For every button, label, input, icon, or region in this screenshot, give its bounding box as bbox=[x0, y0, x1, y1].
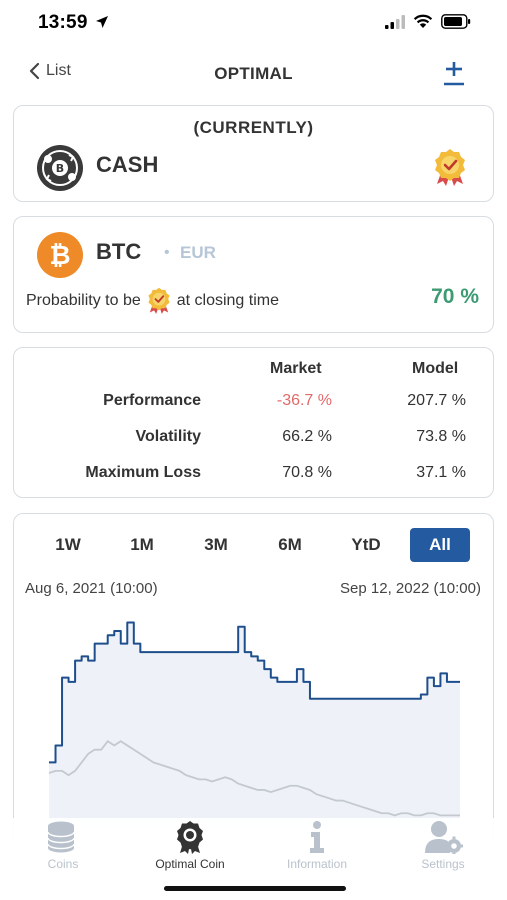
svg-text:₿: ₿ bbox=[49, 241, 70, 271]
cash-exchange-icon: B bbox=[37, 145, 83, 191]
battery-icon bbox=[441, 14, 471, 29]
back-button[interactable]: List bbox=[28, 62, 71, 80]
volatility-label: Volatility bbox=[135, 428, 202, 445]
tab-coins[interactable]: Coins bbox=[8, 820, 118, 871]
tab-coins-label: Coins bbox=[47, 857, 79, 871]
status-icons bbox=[385, 14, 471, 29]
user-settings-icon bbox=[425, 821, 463, 854]
badge-icon bbox=[177, 821, 203, 854]
status-time: 13:59 bbox=[38, 12, 109, 34]
maximum-loss-model-value: 37.1 % bbox=[416, 464, 466, 481]
current-position-card: (CURRENTLY) B CASH bbox=[13, 105, 494, 202]
range-tab-all[interactable]: All bbox=[410, 528, 470, 562]
home-indicator bbox=[164, 886, 346, 891]
volatility-market-value: 66.2 % bbox=[282, 428, 332, 445]
chevron-left-icon bbox=[29, 62, 40, 80]
coin-symbol: BTC bbox=[96, 239, 142, 264]
market-series-line bbox=[48, 739, 460, 817]
bottom-tab-bar: Coins Optimal Coin Information bbox=[0, 818, 507, 900]
range-tab-ytd[interactable]: YtD bbox=[351, 535, 381, 554]
navigation-bar: List OPTIMAL bbox=[0, 52, 507, 96]
tab-settings-label: Settings bbox=[421, 857, 465, 871]
location-arrow-icon bbox=[96, 16, 109, 28]
maximum-loss-label: Maximum Loss bbox=[85, 464, 201, 481]
status-time-text: 13:59 bbox=[38, 12, 88, 33]
performance-model-value: 207.7 % bbox=[407, 392, 466, 409]
tab-optimal-coin-label: Optimal Coin bbox=[155, 857, 225, 871]
coins-icon bbox=[47, 821, 75, 853]
plus-minus-button[interactable] bbox=[441, 60, 467, 88]
market-column-header: Market bbox=[270, 360, 322, 377]
page-title: OPTIMAL bbox=[214, 64, 293, 83]
performance-market-value: -36.7 % bbox=[276, 392, 332, 409]
chart-end-date: Sep 12, 2022 (10:00) bbox=[340, 580, 481, 597]
maximum-loss-market-value: 70.8 % bbox=[282, 464, 332, 481]
range-selector: 1W 1M 3M 6M YtD All bbox=[38, 528, 478, 564]
range-tab-6m[interactable]: 6M bbox=[278, 535, 302, 554]
award-badge-icon bbox=[435, 149, 465, 186]
model-area-fill bbox=[49, 622, 460, 826]
stats-table-card: Market Model Performance -36.7 % 207.7 %… bbox=[13, 347, 494, 498]
performance-label: Performance bbox=[103, 392, 201, 409]
tab-settings[interactable]: Settings bbox=[388, 820, 498, 871]
probability-prefix: Probability to be bbox=[26, 291, 141, 309]
tab-information[interactable]: Information bbox=[262, 820, 372, 871]
quote-currency: EUR bbox=[180, 243, 216, 262]
current-asset-label: CASH bbox=[96, 152, 159, 177]
model-column-header: Model bbox=[412, 360, 459, 377]
chart-start-date: Aug 6, 2021 (10:00) bbox=[25, 580, 158, 597]
btc-card[interactable]: ₿ BTC • EUR Probability to be at closing… bbox=[13, 216, 494, 333]
back-label: List bbox=[46, 62, 71, 79]
info-icon bbox=[310, 821, 324, 853]
tab-optimal-coin[interactable]: Optimal Coin bbox=[135, 820, 245, 871]
range-tab-1w[interactable]: 1W bbox=[55, 535, 81, 554]
currently-label: (CURRENTLY) bbox=[193, 118, 314, 137]
model-series-line bbox=[49, 621, 460, 764]
signal-icon bbox=[385, 14, 405, 29]
svg-text:B: B bbox=[56, 162, 64, 175]
probability-row: Probability to be at closing time bbox=[26, 287, 279, 314]
probability-value: 70 % bbox=[431, 285, 479, 308]
volatility-model-value: 73.8 % bbox=[416, 428, 466, 445]
range-tab-3m[interactable]: 3M bbox=[204, 535, 228, 554]
chart-card: 1W 1M 3M 6M YtD All Aug 6, 2021 (10:00) … bbox=[13, 513, 494, 843]
probability-suffix: at closing time bbox=[176, 291, 279, 309]
separator-dot: • bbox=[164, 244, 170, 261]
tab-information-label: Information bbox=[286, 857, 348, 871]
performance-chart[interactable] bbox=[14, 606, 492, 842]
bitcoin-icon: ₿ bbox=[37, 232, 83, 278]
award-badge-icon bbox=[148, 287, 170, 314]
wifi-icon bbox=[413, 14, 433, 28]
status-bar: 13:59 bbox=[0, 0, 507, 46]
range-tab-1m[interactable]: 1M bbox=[130, 535, 154, 554]
